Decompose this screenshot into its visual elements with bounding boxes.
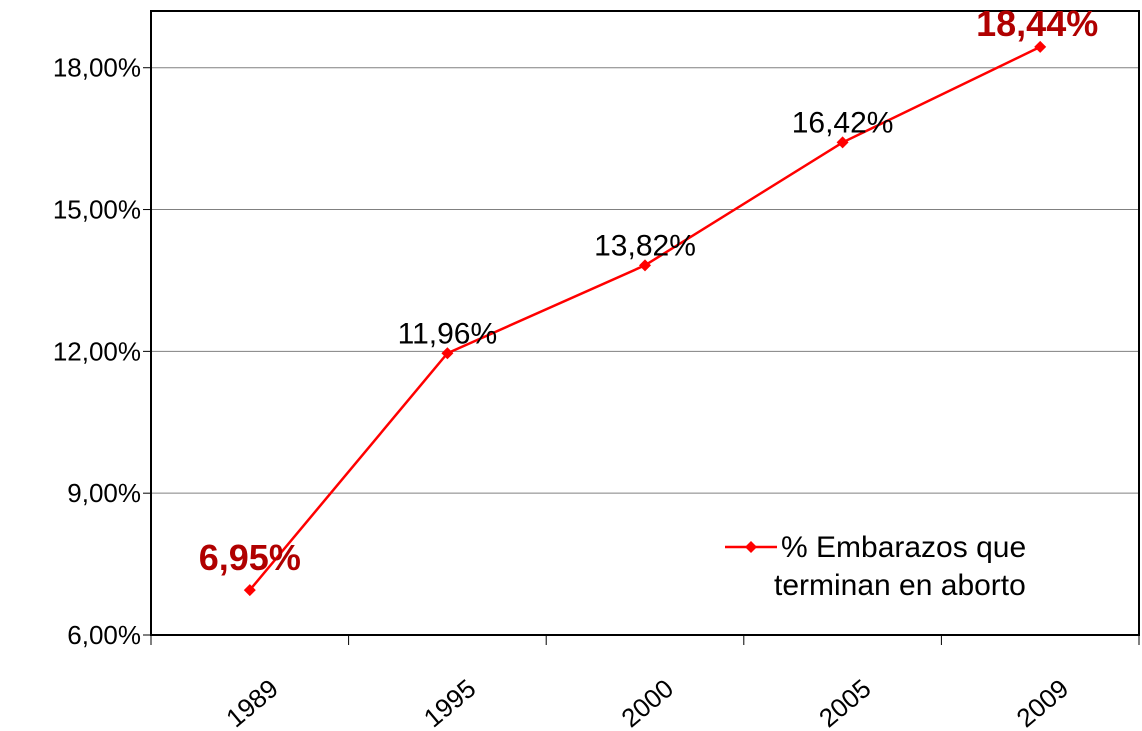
x-tick-label: 2009 [1011,673,1075,731]
legend-label: terminan en aborto [774,569,1026,602]
data-label: 11,96% [398,317,498,350]
data-point-marker [1034,40,1047,53]
y-tick-label: 18,00% [53,53,141,83]
x-tick-label: 1989 [220,673,284,731]
y-tick-label: 12,00% [53,336,141,366]
plot-frame [150,10,1140,636]
y-tick-label: 9,00% [67,478,141,508]
data-point-marker [836,136,849,149]
x-tick-label: 2000 [615,673,679,731]
x-tick-label: 1995 [418,673,482,731]
y-tick-label: 15,00% [53,195,141,225]
data-label: 13,82% [594,229,696,262]
legend-marker [745,541,757,553]
x-tick-label: 2005 [813,673,877,731]
data-label: 16,42% [792,106,894,139]
y-tick-label: 6,00% [67,620,141,650]
series-line [248,45,1041,591]
legend-label: % Embarazos que [781,531,1026,564]
data-point-marker [243,584,256,597]
data-point-marker [441,347,454,360]
data-label: 6,95% [199,537,301,578]
data-point-marker [639,259,651,272]
data-label: 18,44% [976,3,1098,44]
